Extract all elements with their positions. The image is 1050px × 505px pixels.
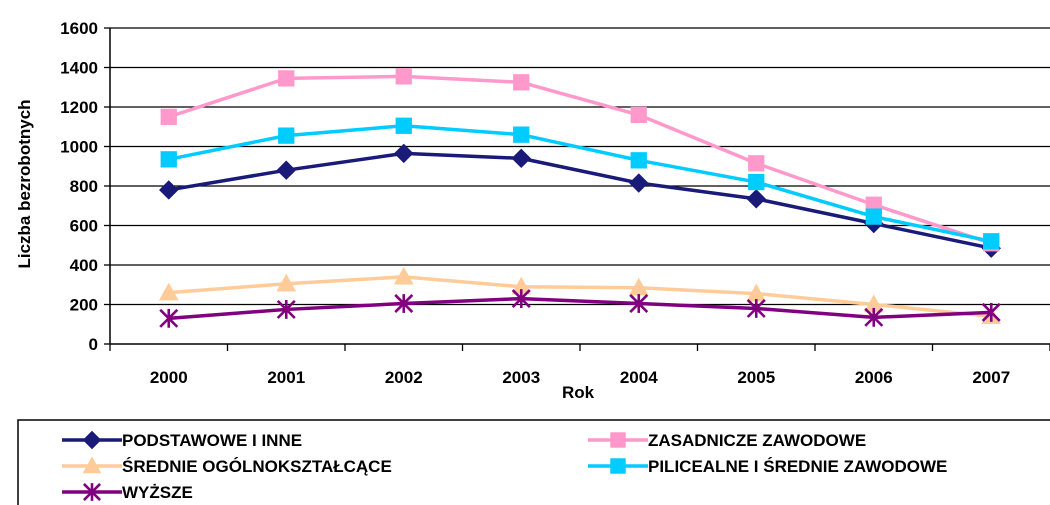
data-point: [630, 106, 647, 124]
y-tick-label: 1400: [60, 59, 98, 78]
data-point: [630, 152, 647, 169]
data-point: [981, 302, 1001, 322]
data-point: [278, 70, 295, 87]
data-point: [159, 308, 179, 328]
y-tick-labels: 0 200 400 600 800 1000 1200 1400 1600: [60, 19, 98, 354]
x-tick-label: 2004: [620, 368, 658, 387]
legend-label: ŚREDNIE OGÓLNOKSZTAŁCĄCE: [122, 457, 392, 476]
data-point: [864, 307, 884, 327]
y-tick-label: 1200: [60, 98, 98, 117]
series-line: [168, 124, 992, 244]
legend-item: ZASADNICZE ZAWODOWE: [588, 431, 866, 450]
x-tick-label: 2002: [385, 368, 423, 387]
data-point: [629, 173, 649, 193]
data-point: [511, 289, 531, 309]
y-tick-label: 0: [89, 335, 98, 354]
legend-marker: [82, 430, 102, 450]
data-point: [513, 126, 530, 143]
x-tick-labels: 2000 2001 2002 2003 2004 2005 2006 2007: [150, 368, 1010, 387]
legend-label: PILICEALNE I ŚREDNIE ZAWODOWE: [648, 457, 947, 476]
legend-label: WYŻSZE: [122, 483, 193, 502]
data-point: [513, 74, 530, 91]
y-tick-label: 800: [70, 177, 98, 196]
series-4: [160, 117, 1000, 250]
data-point: [865, 208, 882, 225]
x-tick-label: 2001: [267, 368, 305, 387]
legend-label: ZASADNICZE ZAWODOWE: [648, 431, 866, 450]
data-point: [159, 180, 179, 200]
data-point: [393, 266, 414, 285]
axes: [104, 27, 1050, 351]
x-tick-label: 2005: [737, 368, 775, 387]
legend-label: PODSTAWOWE I INNE: [122, 431, 302, 450]
legend-item: PILICEALNE I ŚREDNIE ZAWODOWE: [588, 457, 947, 476]
data-point: [629, 294, 649, 313]
y-tick-label: 600: [70, 217, 98, 236]
data-point: [276, 160, 296, 180]
x-tick-label: 2006: [855, 368, 893, 387]
series-line: [168, 275, 992, 319]
series-2: [160, 68, 1000, 252]
series-line: [168, 74, 992, 245]
data-point: [394, 294, 414, 313]
data-point: [748, 173, 765, 191]
x-tick-label: 2007: [972, 368, 1010, 387]
data-point: [395, 68, 412, 85]
legend-item: WYŻSZE: [62, 483, 193, 502]
data-point: [160, 151, 177, 168]
x-axis-title: Rok: [562, 383, 595, 402]
data-point: [746, 298, 766, 318]
x-tick-label: 2003: [502, 368, 540, 387]
data-point: [395, 117, 412, 134]
y-axis-title: Liczba bezrobotnych: [15, 99, 34, 268]
grid: [110, 27, 1050, 306]
y-tick-label: 1600: [60, 19, 98, 38]
y-tick-label: 1000: [60, 138, 98, 157]
y-tick-label: 400: [70, 256, 98, 275]
data-point: [160, 108, 177, 126]
legend-marker: [610, 458, 626, 474]
legend-marker: [82, 456, 102, 474]
data-point: [158, 282, 179, 301]
legend: PODSTAWOWE I INNE ZASADNICZE ZAWODOWE ŚRED…: [17, 419, 1050, 505]
legend-marker: [610, 432, 626, 448]
y-tick-label: 200: [70, 296, 98, 315]
legend-frame: [17, 419, 1050, 505]
data-point: [276, 273, 297, 292]
data-point: [276, 299, 296, 319]
data-point: [983, 233, 1000, 250]
x-tick-label: 2000: [150, 368, 188, 387]
data-point: [394, 143, 414, 164]
data-point: [278, 127, 295, 144]
series-lines: [158, 68, 1002, 328]
series-5: [159, 289, 1001, 328]
legend-marker: [83, 483, 101, 501]
legend-item: PODSTAWOWE I INNE: [62, 430, 302, 450]
series-line: [168, 296, 992, 321]
legend-item: ŚREDNIE OGÓLNOKSZTAŁCĄCE: [62, 456, 392, 476]
data-point: [746, 189, 766, 209]
series-line: [168, 151, 992, 250]
data-point: [748, 155, 765, 172]
data-point: [511, 148, 531, 169]
